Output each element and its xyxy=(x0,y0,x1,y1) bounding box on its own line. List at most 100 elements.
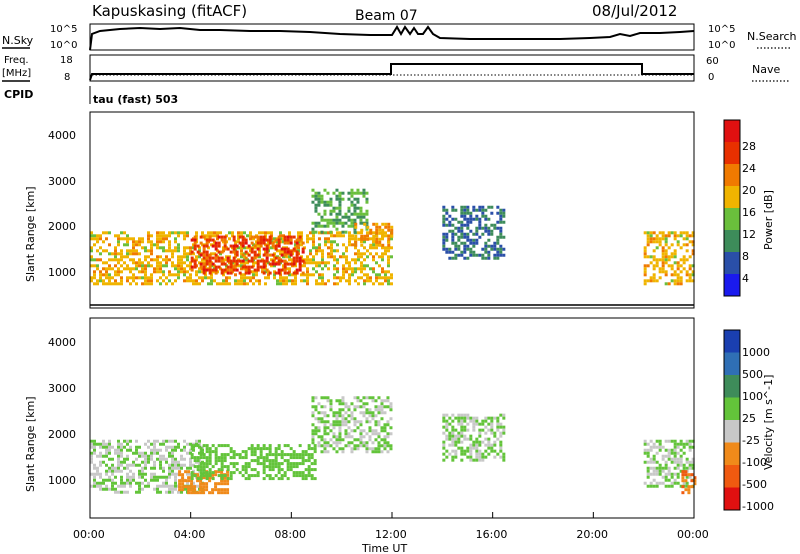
heatmap-cell xyxy=(684,479,687,482)
heatmap-cell xyxy=(308,447,311,450)
heatmap-cell xyxy=(351,234,354,237)
heatmap-cell xyxy=(389,447,392,450)
heatmap-cell xyxy=(356,213,359,216)
heatmap-cell xyxy=(174,461,177,464)
heatmap-cell xyxy=(457,230,460,233)
heatmap-cell xyxy=(363,282,366,285)
heatmap-cell xyxy=(460,251,463,254)
heatmap-cell xyxy=(212,444,215,447)
heatmap-cell xyxy=(347,444,350,447)
heatmap-cell xyxy=(469,212,472,215)
heatmap-cell xyxy=(132,258,135,261)
heatmap-cell xyxy=(174,476,177,479)
heatmap-cell xyxy=(314,225,317,228)
heatmap-cell xyxy=(466,417,469,420)
heatmap-cell xyxy=(123,237,126,240)
heatmap-cell xyxy=(644,249,647,252)
heatmap-cell xyxy=(466,438,469,441)
heatmap-cell xyxy=(114,476,117,479)
heatmap-cell xyxy=(442,426,445,429)
heatmap-cell xyxy=(165,258,168,261)
heatmap-cell xyxy=(326,192,329,195)
heatmap-cell xyxy=(218,456,221,459)
heatmap-cell xyxy=(496,254,499,257)
heatmap-cell xyxy=(323,189,326,192)
heatmap-cell xyxy=(650,449,653,452)
heatmap-cell xyxy=(129,276,132,279)
heatmap-cell xyxy=(653,267,656,270)
heatmap-cell xyxy=(371,441,374,444)
heatmap-cell xyxy=(263,263,266,266)
heatmap-cell xyxy=(356,426,359,429)
heatmap-cell xyxy=(383,411,386,414)
heatmap-cell xyxy=(254,450,257,453)
heatmap-cell xyxy=(644,440,647,443)
heatmap-cell xyxy=(255,279,258,282)
heatmap-cell xyxy=(442,209,445,212)
heatmap-cell xyxy=(484,224,487,227)
heatmap-cell xyxy=(233,465,236,468)
heatmap-cell xyxy=(123,485,126,488)
heatmap-cell xyxy=(299,260,302,263)
heatmap-cell xyxy=(302,477,305,480)
heatmap-cell xyxy=(99,246,102,249)
heatmap-cell xyxy=(356,438,359,441)
heatmap-cell xyxy=(123,440,126,443)
heatmap-cell xyxy=(381,276,384,279)
heatmap-cell xyxy=(144,461,147,464)
heatmap-cell xyxy=(484,230,487,233)
heatmap-cell xyxy=(213,231,216,234)
heatmap-cell xyxy=(276,279,279,282)
heatmap-cell xyxy=(445,251,448,254)
heatmap-cell xyxy=(384,234,387,237)
heatmap-cell xyxy=(484,218,487,221)
heatmap-cell xyxy=(478,206,481,209)
heatmap-cell xyxy=(502,426,505,429)
heatmap-cell xyxy=(171,252,174,255)
heatmap-cell xyxy=(251,242,254,245)
heatmap-cell xyxy=(150,243,153,246)
heatmap-cell xyxy=(363,252,366,255)
heatmap-cell xyxy=(342,252,345,255)
heatmap-cell xyxy=(475,230,478,233)
heatmap-cell xyxy=(499,251,502,254)
heatmap-cell xyxy=(209,269,212,272)
heatmap-cell xyxy=(315,249,318,252)
heatmap-cell xyxy=(257,260,260,263)
heatmap-cell xyxy=(284,453,287,456)
heatmap-cell xyxy=(360,235,363,238)
heatmap-cell xyxy=(266,465,269,468)
heatmap-cell xyxy=(314,231,317,234)
heatmap-cell xyxy=(466,248,469,251)
heatmap-cell xyxy=(644,443,647,446)
heatmap-cell xyxy=(215,254,218,257)
heatmap-cell xyxy=(269,450,272,453)
heatmap-cell xyxy=(181,488,184,491)
heatmap-cell xyxy=(332,225,335,228)
heatmap-cell xyxy=(278,242,281,245)
heatmap-cell xyxy=(171,485,174,488)
heatmap-cell xyxy=(93,282,96,285)
heatmap-cell xyxy=(96,455,99,458)
heatmap-cell xyxy=(323,201,326,204)
heatmap-cell xyxy=(206,254,209,257)
heatmap-cell xyxy=(366,273,369,276)
heatmap-cell xyxy=(659,243,662,246)
heatmap-cell xyxy=(168,491,171,494)
heatmap-cell xyxy=(314,204,317,207)
heatmap-cell xyxy=(348,237,351,240)
heatmap-cell xyxy=(203,251,206,254)
heatmap-cell xyxy=(644,282,647,285)
heatmap-cell xyxy=(287,444,290,447)
heatmap-cell xyxy=(138,258,141,261)
heatmap-cell xyxy=(224,459,227,462)
heatmap-cell xyxy=(445,450,448,453)
heatmap-cell xyxy=(189,276,192,279)
heatmap-cell xyxy=(665,461,668,464)
heatmap-cell xyxy=(478,429,481,432)
heatmap-cell xyxy=(239,456,242,459)
heatmap-cell xyxy=(323,405,326,408)
heatmap-cell xyxy=(320,405,323,408)
heatmap-cell xyxy=(336,243,339,246)
heatmap-cell xyxy=(375,246,378,249)
